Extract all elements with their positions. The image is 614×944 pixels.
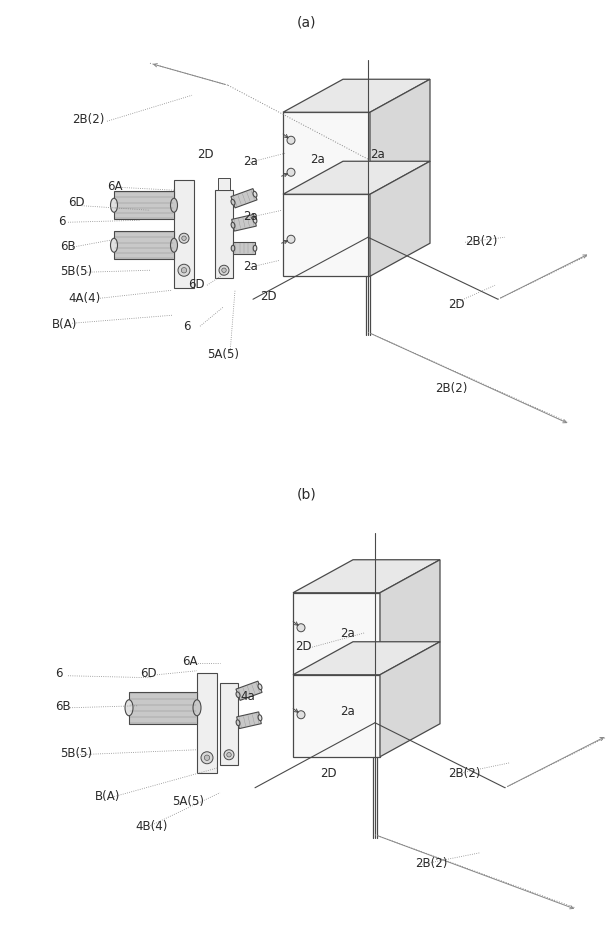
Text: 4B(4): 4B(4) [135, 819, 168, 833]
Ellipse shape [111, 239, 117, 253]
Text: 2a: 2a [340, 704, 355, 717]
Text: 2a: 2a [340, 627, 355, 640]
Polygon shape [114, 232, 174, 260]
Text: 4a: 4a [240, 689, 255, 702]
Ellipse shape [236, 692, 240, 698]
Polygon shape [236, 682, 262, 700]
Text: 2B(2): 2B(2) [415, 856, 448, 869]
Circle shape [182, 237, 186, 242]
Circle shape [227, 752, 231, 757]
Polygon shape [293, 593, 380, 675]
Circle shape [204, 755, 210, 761]
Text: 4A(4): 4A(4) [68, 292, 100, 304]
Polygon shape [293, 675, 380, 757]
Text: 6B: 6B [55, 700, 71, 713]
Text: 2D: 2D [260, 290, 277, 302]
Text: 2a: 2a [243, 210, 258, 223]
Text: 6D: 6D [188, 278, 204, 291]
Polygon shape [283, 195, 370, 277]
Text: B(A): B(A) [52, 317, 77, 330]
Text: 6A: 6A [107, 179, 123, 193]
Ellipse shape [231, 246, 235, 252]
Polygon shape [233, 243, 255, 255]
Polygon shape [370, 80, 430, 195]
Text: 2B(2): 2B(2) [448, 767, 480, 780]
Ellipse shape [171, 239, 177, 253]
Text: 6D: 6D [140, 666, 157, 680]
Text: 6B: 6B [60, 240, 76, 252]
Circle shape [201, 752, 213, 764]
Text: 6A: 6A [182, 654, 198, 667]
Ellipse shape [231, 200, 235, 206]
Text: 2a: 2a [243, 155, 258, 168]
Circle shape [178, 265, 190, 277]
Polygon shape [220, 683, 238, 765]
Ellipse shape [193, 700, 201, 716]
Text: 6: 6 [55, 666, 63, 680]
Circle shape [297, 711, 305, 719]
Circle shape [287, 169, 295, 177]
Text: 2a: 2a [243, 260, 258, 273]
Circle shape [297, 624, 305, 632]
Ellipse shape [253, 218, 257, 224]
Text: 2B(2): 2B(2) [72, 112, 104, 126]
Ellipse shape [253, 193, 257, 198]
Polygon shape [231, 215, 256, 232]
Text: 2B(2): 2B(2) [465, 234, 497, 247]
Polygon shape [283, 113, 370, 195]
Ellipse shape [171, 199, 177, 213]
Circle shape [222, 269, 226, 273]
Text: 6D: 6D [68, 195, 85, 209]
Text: 2a: 2a [310, 153, 325, 165]
Text: 5B(5): 5B(5) [60, 264, 92, 278]
Polygon shape [370, 162, 430, 277]
Ellipse shape [253, 246, 257, 252]
Text: (a): (a) [297, 15, 317, 29]
Text: 2D: 2D [295, 640, 312, 652]
Text: 2B(2): 2B(2) [435, 381, 467, 395]
Text: 5A(5): 5A(5) [207, 347, 239, 361]
Polygon shape [215, 191, 233, 279]
Text: 6: 6 [183, 319, 190, 332]
Text: 6: 6 [58, 214, 66, 228]
Text: 2a: 2a [370, 147, 385, 160]
Text: (b): (b) [297, 487, 317, 501]
Polygon shape [231, 190, 257, 209]
Polygon shape [293, 560, 440, 593]
Circle shape [224, 750, 234, 760]
Text: 5B(5): 5B(5) [60, 747, 92, 759]
Circle shape [181, 268, 187, 274]
Text: 2D: 2D [197, 147, 214, 160]
Circle shape [287, 236, 295, 244]
Polygon shape [114, 192, 174, 220]
Polygon shape [218, 179, 230, 191]
Text: B(A): B(A) [95, 789, 120, 802]
Polygon shape [129, 692, 197, 724]
Text: 2D: 2D [320, 767, 336, 780]
Ellipse shape [236, 720, 240, 726]
Polygon shape [283, 80, 430, 113]
Ellipse shape [125, 700, 133, 716]
Ellipse shape [258, 715, 262, 721]
Polygon shape [236, 712, 262, 729]
Polygon shape [380, 642, 440, 757]
Text: 5A(5): 5A(5) [172, 795, 204, 807]
Polygon shape [380, 560, 440, 675]
Circle shape [179, 234, 189, 244]
Circle shape [219, 266, 229, 276]
Ellipse shape [111, 199, 117, 213]
Polygon shape [293, 642, 440, 675]
Polygon shape [197, 673, 217, 773]
Polygon shape [283, 162, 430, 195]
Ellipse shape [258, 684, 262, 690]
Text: 2D: 2D [448, 297, 465, 311]
Circle shape [287, 137, 295, 145]
Polygon shape [174, 181, 194, 289]
Ellipse shape [231, 223, 235, 229]
